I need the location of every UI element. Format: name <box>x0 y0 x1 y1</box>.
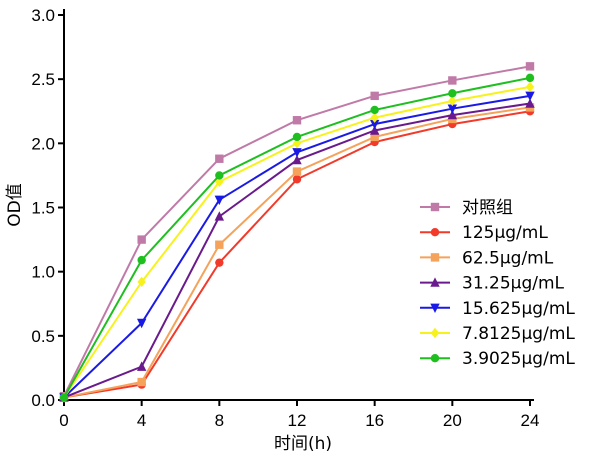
data-point <box>292 175 302 184</box>
data-point <box>137 377 146 387</box>
legend-marker <box>430 327 440 339</box>
x-tick-label: 8 <box>215 411 224 430</box>
data-point <box>137 276 146 288</box>
data-point <box>369 125 380 135</box>
legend-marker <box>430 228 440 237</box>
data-point <box>137 235 146 244</box>
series-line <box>63 65 531 397</box>
data-point <box>448 89 457 98</box>
axes: 0.0 0.5 1.0 1.5 2.0 2.5 3.0 0 4 8 12 16 20 24 <box>31 6 539 430</box>
data-point <box>215 240 224 249</box>
data-point <box>525 62 535 71</box>
data-point <box>525 81 535 93</box>
legend-item: 3.9025μg/mL <box>420 349 575 369</box>
data-point <box>370 105 379 115</box>
series-line <box>63 76 531 398</box>
y-tick-label: 0.0 <box>31 391 55 410</box>
y-tick-label: 1.5 <box>31 199 55 218</box>
data-point <box>447 104 458 114</box>
legend-label: 31.25μg/mL <box>462 274 565 294</box>
legend-label: 7.8125μg/mL <box>462 324 575 344</box>
data-point <box>370 132 379 142</box>
y-tick-label: 2.5 <box>31 70 55 89</box>
legend-item: 31.25μg/mL <box>420 274 565 294</box>
legend-label: 15.625μg/mL <box>462 299 575 319</box>
legend-label: 3.9025μg/mL <box>462 349 575 369</box>
data-point <box>525 98 535 108</box>
x-tick-label: 24 <box>521 411 540 430</box>
y-tick-label: 0.5 <box>31 327 55 346</box>
legend-label: 62.5μg/mL <box>462 248 554 268</box>
data-point <box>292 154 302 165</box>
data-point <box>292 167 302 176</box>
data-point <box>525 91 535 102</box>
series-layer <box>59 62 535 403</box>
y-tick-label: 2.0 <box>31 134 55 153</box>
data-point <box>136 318 147 329</box>
y-tick-label: 1.0 <box>31 263 55 282</box>
legend-item: 15.625μg/mL <box>420 299 575 319</box>
data-point <box>214 211 225 221</box>
data-point <box>448 76 457 85</box>
data-point <box>525 73 535 83</box>
x-tick-label: 12 <box>288 411 307 430</box>
x-tick-label: 16 <box>365 411 384 430</box>
data-point <box>292 116 302 125</box>
data-point <box>214 195 225 205</box>
y-tick-label: 3.0 <box>31 6 55 25</box>
x-axis-title: 时间(h) <box>274 434 332 454</box>
series-7 <box>59 73 535 402</box>
y-axis-title: OD值 <box>5 183 25 226</box>
data-point <box>137 255 146 265</box>
data-point <box>215 171 224 180</box>
x-tick-label: 4 <box>137 411 146 430</box>
data-point <box>370 91 379 101</box>
legend-label: 125μg/mL <box>462 223 548 243</box>
data-point <box>215 154 224 163</box>
data-point <box>370 112 379 123</box>
data-point <box>292 132 302 142</box>
legend-marker <box>430 202 440 212</box>
legend-marker <box>430 303 440 313</box>
legend: 对照组 125μg/mL 62.5μg/mL 31.25μg/mL 15.625μg/m… <box>420 198 575 369</box>
data-point <box>292 148 302 158</box>
data-point <box>215 176 224 188</box>
data-point <box>215 258 224 267</box>
data-point <box>369 119 380 130</box>
legend-marker <box>430 253 440 262</box>
data-point <box>448 95 457 107</box>
legend-item: 125μg/mL <box>420 223 548 243</box>
legend-label: 对照组 <box>462 198 513 218</box>
x-tick-label: 20 <box>443 411 462 430</box>
legend-marker <box>430 277 440 287</box>
legend-item: 对照组 <box>420 198 513 218</box>
data-point <box>447 109 458 120</box>
legend-item: 7.8125μg/mL <box>420 324 575 344</box>
x-tick-label: 0 <box>59 411 68 430</box>
legend-item: 62.5μg/mL <box>420 248 554 268</box>
data-point <box>136 361 147 371</box>
legend-marker <box>430 354 440 363</box>
data-point <box>292 138 302 149</box>
data-point <box>59 393 69 402</box>
